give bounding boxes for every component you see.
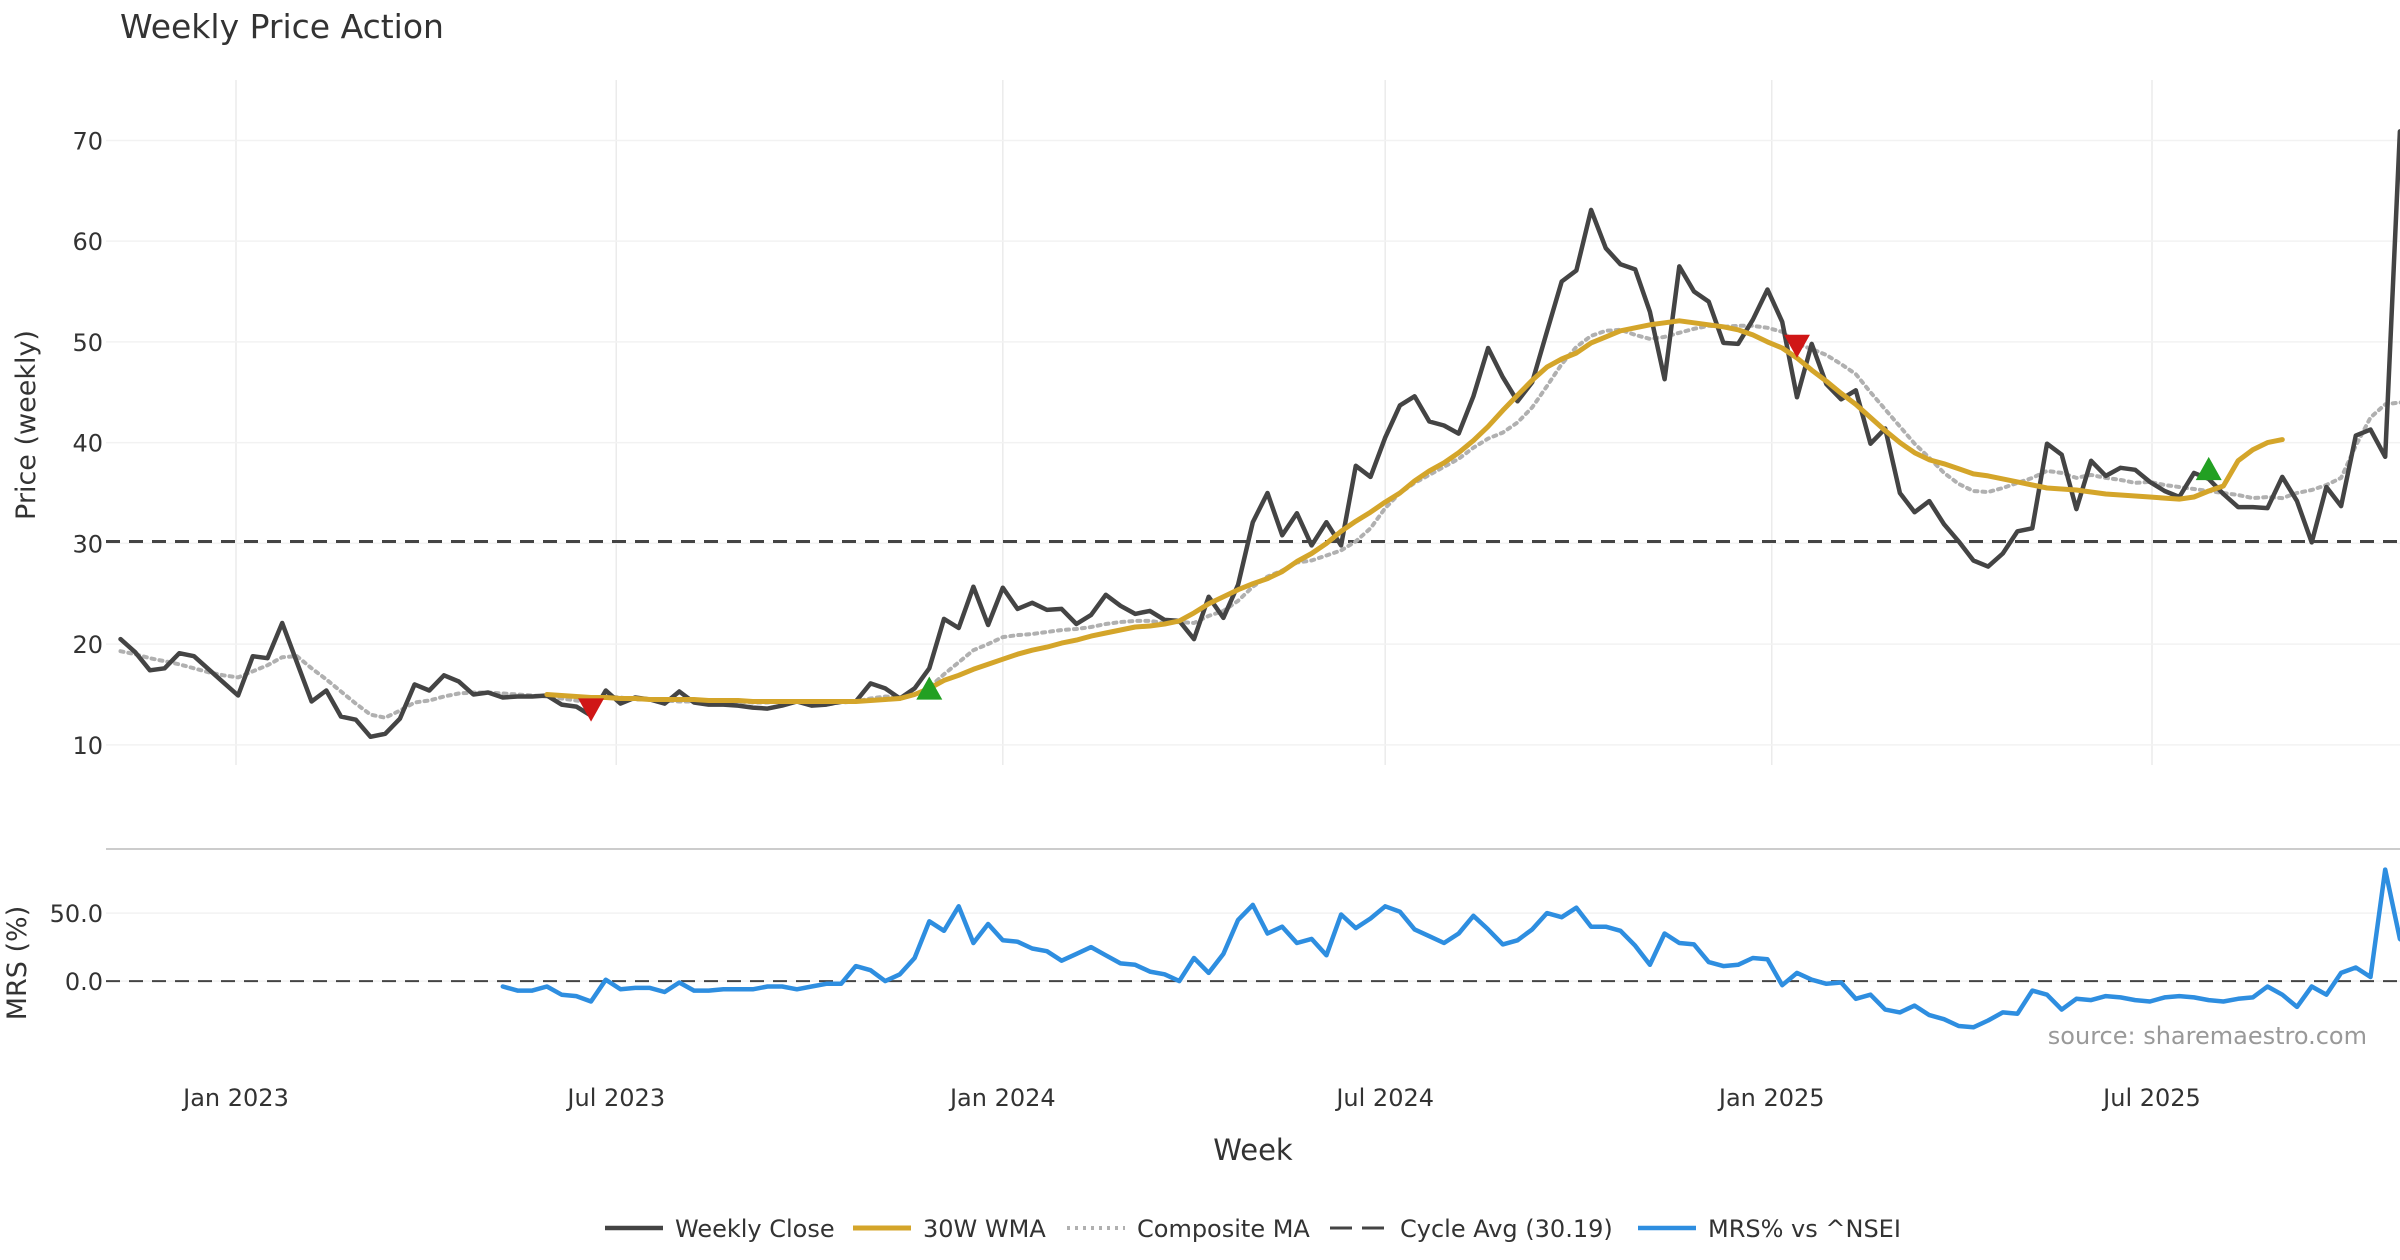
price-y-tick-labels: 10 20 30 40 50 60 70 <box>72 127 103 759</box>
legend: Weekly Close 30W WMA Composite MA Cycle Avg… <box>605 1215 1901 1243</box>
mrs-y-tick-labels: 0.0 50.0 <box>50 900 103 996</box>
legend-label: 30W WMA <box>923 1215 1046 1243</box>
x-tick-label: Jan 2023 <box>181 1084 289 1112</box>
sell-signal-marker <box>578 698 605 722</box>
price-y-tick-label: 40 <box>72 430 103 458</box>
source-watermark: source: sharemaestro.com <box>2048 1022 2367 1050</box>
price-panel-gridlines <box>106 80 2400 765</box>
legend-label: Cycle Avg (30.19) <box>1400 1215 1613 1243</box>
price-y-tick-label: 60 <box>72 228 103 256</box>
sell-signal-marker <box>1783 334 1810 358</box>
buy-signal-marker <box>2195 456 2222 481</box>
price-y-tick-label: 30 <box>72 530 103 558</box>
mrs-axis-label: MRS (%) <box>2 906 33 1021</box>
price-y-tick-label: 10 <box>72 732 103 760</box>
price-y-tick-label: 70 <box>72 127 103 155</box>
x-tick-label: Jan 2024 <box>948 1084 1056 1112</box>
price-y-tick-label: 20 <box>72 631 103 659</box>
x-tick-label: Jul 2025 <box>2101 1084 2201 1112</box>
buy-signal-marker <box>916 676 943 700</box>
x-axis-label: Week <box>1213 1133 1293 1167</box>
x-tick-label: Jul 2023 <box>565 1084 665 1112</box>
mrs-y-tick-label: 0.0 <box>65 968 103 996</box>
price-axis-label: Price (weekly) <box>11 330 42 520</box>
wma-30w-line <box>544 318 2285 704</box>
legend-label: Weekly Close <box>675 1215 835 1243</box>
price-y-tick-label: 50 <box>72 329 103 357</box>
x-tick-label: Jan 2025 <box>1717 1084 1825 1112</box>
mrs-series-layer <box>106 867 2400 1030</box>
composite-ma-line <box>118 323 2400 720</box>
x-tick-label: Jul 2024 <box>1334 1084 1434 1112</box>
x-tick-labels: Jan 2023 Jul 2023 Jan 2024 Jul 2024 Jan 2025… <box>181 1084 2201 1112</box>
legend-label: Composite MA <box>1137 1215 1310 1243</box>
price-series-layer <box>106 129 2400 740</box>
mrs-y-tick-label: 50.0 <box>50 900 103 928</box>
legend-label: MRS% vs ^NSEI <box>1708 1215 1901 1243</box>
weekly-close-line <box>118 129 2400 740</box>
mrs-line <box>500 867 2400 1030</box>
mrs-panel-gridlines <box>106 912 2400 982</box>
chart-title: Weekly Price Action <box>120 7 444 46</box>
